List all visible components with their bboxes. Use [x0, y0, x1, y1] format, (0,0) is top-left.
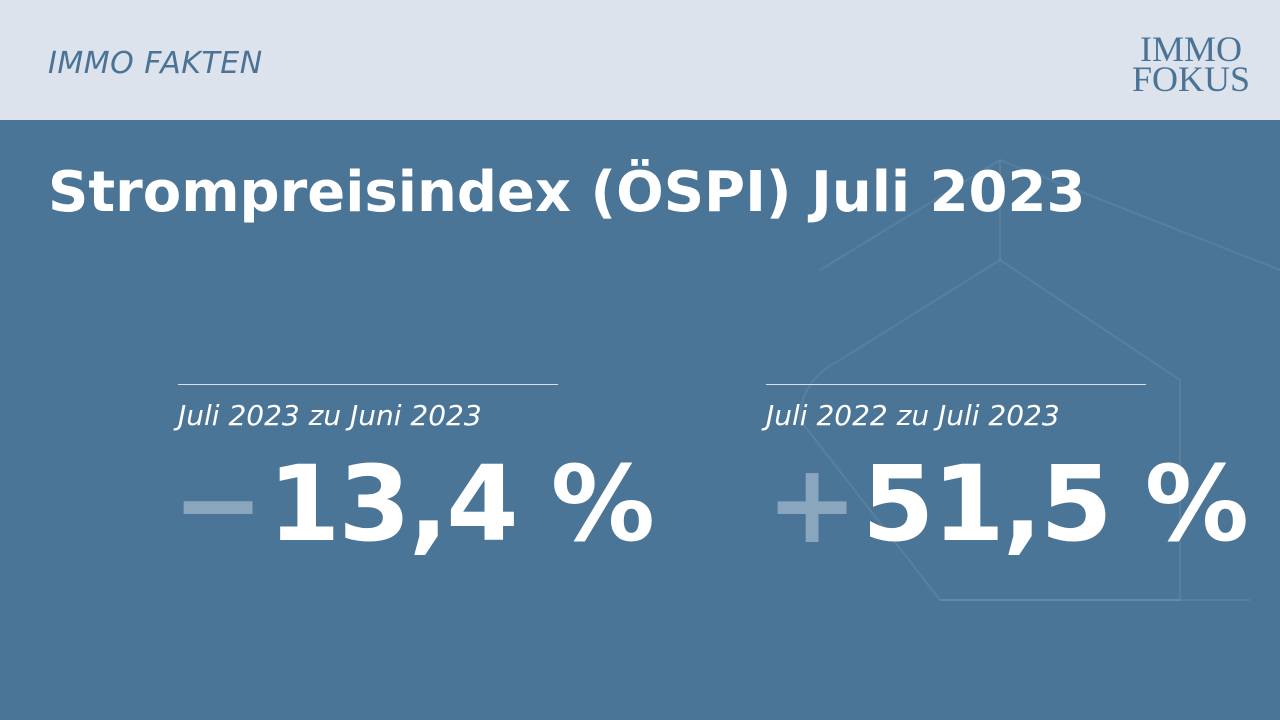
background-decoration [798, 158, 1280, 601]
divider [178, 384, 558, 385]
stat-value: 51,5 % [862, 443, 1249, 565]
logo-line: IMMO [1139, 29, 1242, 69]
stat-sign: − [172, 440, 265, 568]
stat-label: Juli 2023 zu Juni 2023 [178, 399, 482, 432]
stat-sign: + [766, 440, 859, 568]
logo-line: FOKUS [1131, 59, 1250, 99]
header: IMMO FAKTEN IMMO FOKUS [0, 0, 1280, 120]
header-label: IMMO FAKTEN [48, 46, 263, 81]
stat: Juli 2022 zu Juli 2023 +51,5 % [766, 384, 1249, 568]
stat-value: 13,4 % [268, 443, 655, 565]
stat-label: Juli 2022 zu Juli 2023 [766, 399, 1060, 432]
title: Strompreisindex (ÖSPI) Juli 2023 [48, 160, 1086, 225]
logo: IMMO FOKUS [1131, 29, 1250, 99]
divider [766, 384, 1146, 385]
stat: Juli 2023 zu Juni 2023 −13,4 % [172, 384, 655, 568]
